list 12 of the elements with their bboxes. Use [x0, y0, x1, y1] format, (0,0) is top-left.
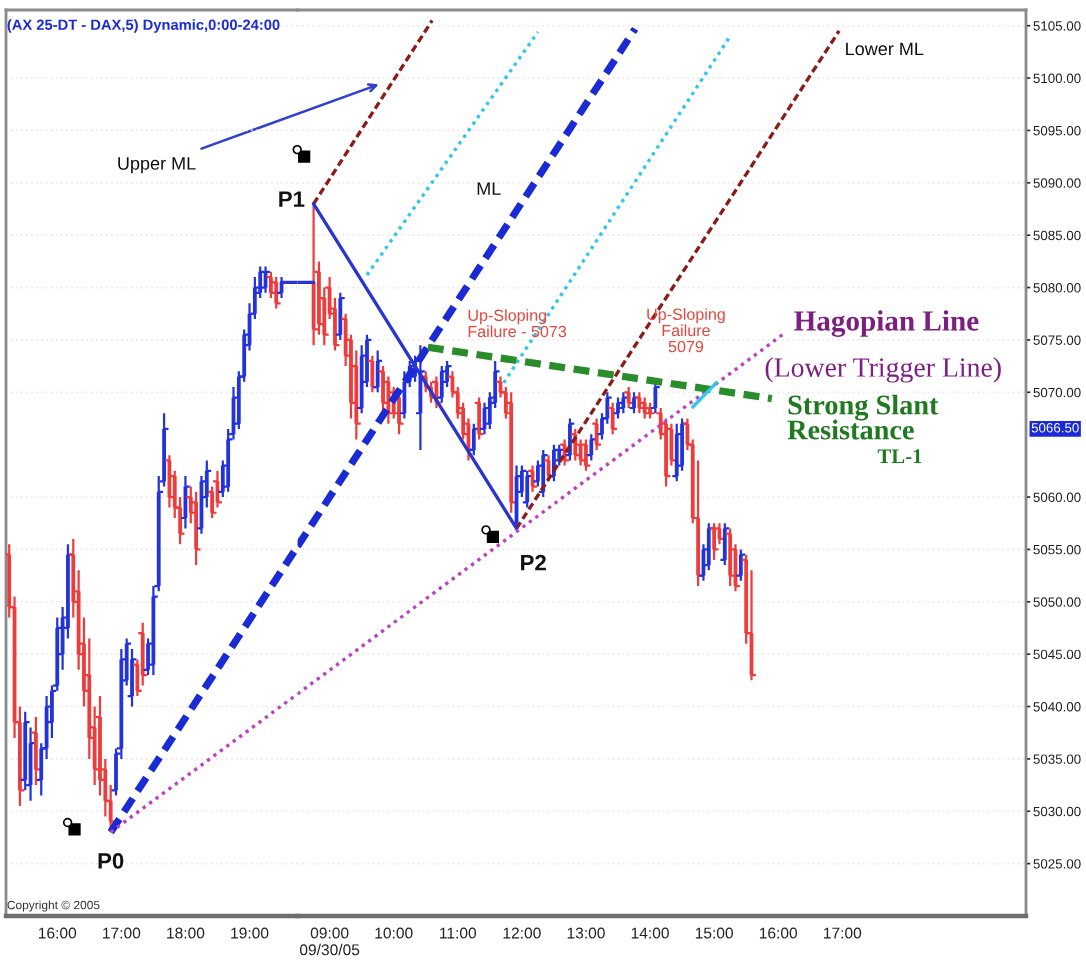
annotation: P2 — [521, 554, 546, 571]
annotation: Strong Slant Resistance — [787, 394, 939, 440]
annotation: ML — [477, 182, 501, 195]
annotation: Up-Sloping Failure 5079 — [647, 308, 725, 353]
annotation: TL-1 — [877, 449, 922, 464]
annotation: Upper ML — [118, 157, 196, 174]
annotation: Up-Sloping Failure - 5073 — [468, 309, 567, 338]
annotation: (Lower Trigger Line) — [765, 357, 1001, 383]
annotation: P1 — [279, 191, 305, 207]
annotation: Hagopian Line — [794, 310, 979, 337]
annotation: P0 — [98, 852, 124, 869]
annotation: Lower ML — [846, 42, 924, 56]
